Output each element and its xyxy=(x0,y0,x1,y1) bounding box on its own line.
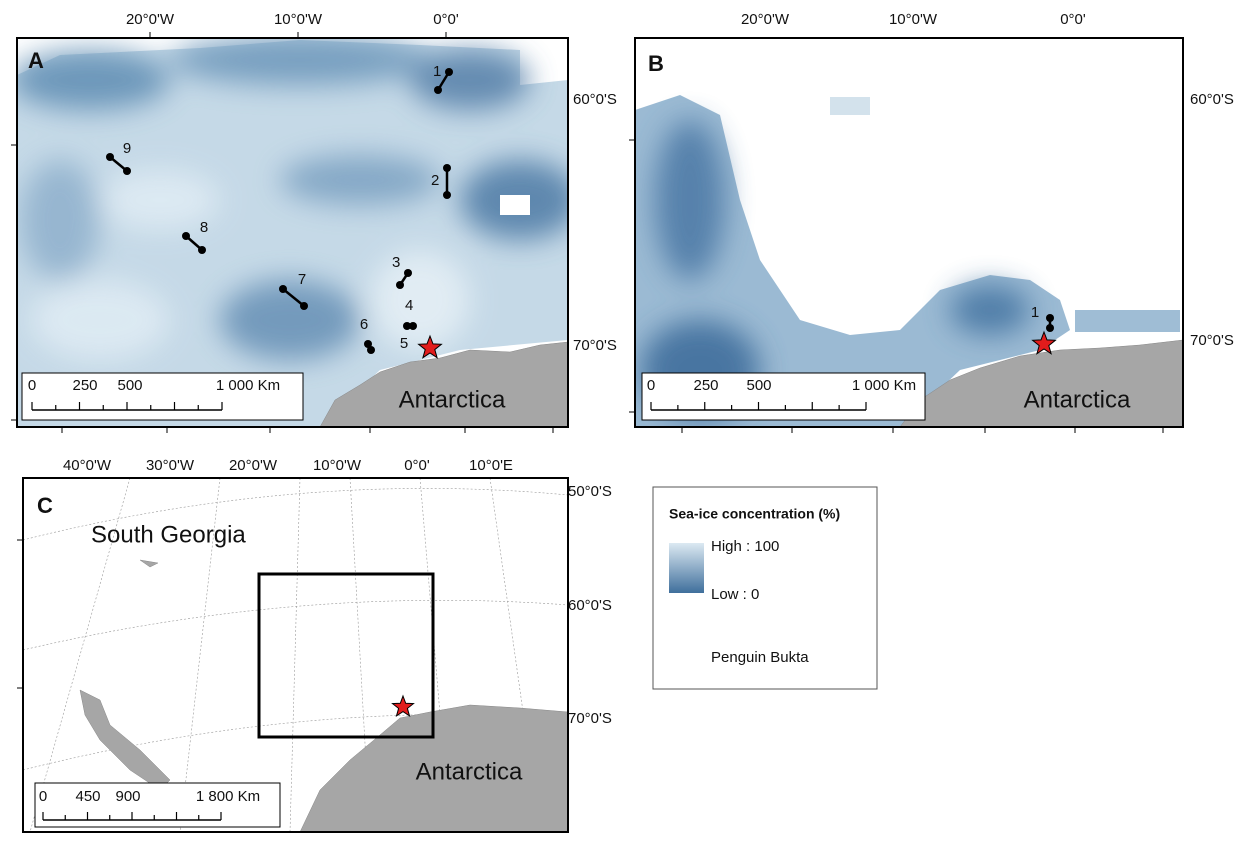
track-label: 3 xyxy=(392,254,400,271)
scale-label: 250 xyxy=(72,377,97,394)
track-end xyxy=(409,322,417,330)
scale-label: 500 xyxy=(117,377,142,394)
land-label: Antarctica xyxy=(1024,386,1131,413)
lon-label: 20°0'W xyxy=(741,11,790,28)
region-label: South Georgia xyxy=(91,521,246,548)
track-end xyxy=(443,164,451,172)
lon-label: 0°0' xyxy=(1060,11,1086,28)
lat-label: 70°0'S xyxy=(573,337,617,354)
lon-label: 20°0'W xyxy=(229,457,278,474)
track-end xyxy=(367,346,375,354)
panel-label: A xyxy=(28,48,44,73)
lon-label: 20°0'W xyxy=(126,11,175,28)
land-label: Antarctica xyxy=(399,386,506,413)
track-label: 6 xyxy=(360,316,368,333)
lat-label: 50°0'S xyxy=(568,483,612,500)
track-end xyxy=(279,285,287,293)
scale-label: 450 xyxy=(75,788,100,805)
figure: 1 2 3 4 5 6 7 8 9 1 A 20°0'W 10°0'W 0°0'… xyxy=(0,0,1259,841)
lat-label: 70°0'S xyxy=(568,710,612,727)
scale-label: 0 xyxy=(39,788,47,805)
scale-label: 1 000 Km xyxy=(852,377,916,394)
lon-label: 10°0'E xyxy=(469,457,513,474)
track-label: 1 xyxy=(433,63,441,80)
panel-label: B xyxy=(648,51,664,76)
track-end xyxy=(182,232,190,240)
lon-label: 0°0' xyxy=(404,457,430,474)
track-end xyxy=(123,167,131,175)
legend-title: Sea-ice concentration (%) xyxy=(669,506,840,522)
track-end xyxy=(1046,324,1054,332)
lon-label: 10°0'W xyxy=(313,457,362,474)
scale-label: 1 000 Km xyxy=(216,377,280,394)
track-end xyxy=(106,153,114,161)
track-label: 7 xyxy=(298,271,306,288)
track-end xyxy=(443,191,451,199)
track-end xyxy=(434,86,442,94)
scale-label: 0 xyxy=(647,377,655,394)
track-end xyxy=(396,281,404,289)
scale-label: 250 xyxy=(693,377,718,394)
panel-b-map xyxy=(635,38,1183,427)
scale-label: 0 xyxy=(28,377,36,394)
track-label: 2 xyxy=(431,172,439,189)
land-label: Antarctica xyxy=(416,758,523,785)
legend-marker: Penguin Bukta xyxy=(711,649,809,666)
legend-high: High : 100 xyxy=(711,538,779,555)
track-end xyxy=(404,269,412,277)
track-end xyxy=(198,246,206,254)
lon-label: 10°0'W xyxy=(274,11,323,28)
lon-label: 40°0'W xyxy=(63,457,112,474)
lat-label: 70°0'S xyxy=(1190,332,1234,349)
track-label: 1 xyxy=(1031,304,1039,321)
track-label: 4 xyxy=(405,297,413,314)
track-label: 8 xyxy=(200,219,208,236)
panel-a-map xyxy=(10,35,580,427)
lat-label: 60°0'S xyxy=(573,91,617,108)
track-end xyxy=(300,302,308,310)
lon-label: 30°0'W xyxy=(146,457,195,474)
track-label: 5 xyxy=(400,335,408,352)
lat-label: 60°0'S xyxy=(1190,91,1234,108)
scale-label: 900 xyxy=(115,788,140,805)
legend-ramp xyxy=(669,543,704,593)
lon-label: 0°0' xyxy=(433,11,459,28)
track-end xyxy=(445,68,453,76)
panel-label: C xyxy=(37,493,53,518)
legend-low: Low : 0 xyxy=(711,586,759,603)
track-end xyxy=(1046,314,1054,322)
track-label: 9 xyxy=(123,140,131,157)
scale-label: 500 xyxy=(746,377,771,394)
scale-label: 1 800 Km xyxy=(196,788,260,805)
lat-label: 60°0'S xyxy=(568,597,612,614)
lon-label: 10°0'W xyxy=(889,11,938,28)
